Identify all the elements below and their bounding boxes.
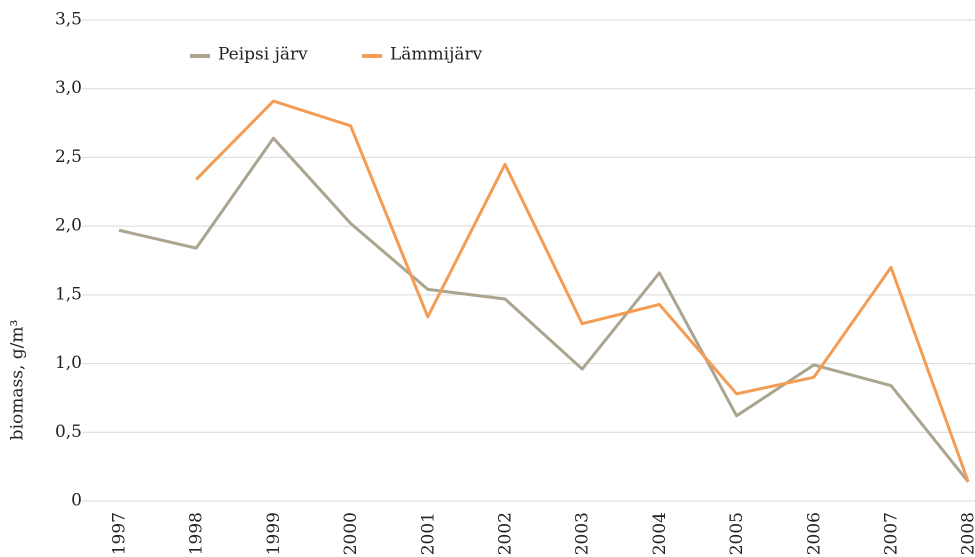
x-tick-label: 2001 <box>418 512 438 555</box>
y-tick-label: 0 <box>71 491 82 511</box>
x-tick-label: 2005 <box>727 512 747 555</box>
x-tick-label: 2003 <box>573 512 593 555</box>
x-tick-label: 1999 <box>264 512 284 555</box>
legend-label: Peipsi järv <box>218 45 308 65</box>
y-tick-label: 1,5 <box>55 284 82 304</box>
y-tick-label: 3,5 <box>55 10 82 30</box>
x-tick-label: 2000 <box>341 512 361 555</box>
x-tick-label: 1998 <box>187 512 207 555</box>
x-tick-label: 2004 <box>650 512 670 555</box>
series-line <box>118 136 970 483</box>
x-tick-label: 2007 <box>882 512 902 555</box>
x-tick-label: 1997 <box>110 512 130 555</box>
y-tick-label: 1,0 <box>55 353 82 373</box>
y-tick-label: 2,5 <box>55 147 82 167</box>
y-tick-label: 3,0 <box>55 78 82 98</box>
series-line <box>195 99 970 483</box>
y-tick-label: 0,5 <box>55 422 82 442</box>
x-tick-label: 2002 <box>496 512 516 555</box>
legend-label: Lämmijärv <box>390 45 483 65</box>
y-axis-label: biomass, g/m³ <box>8 320 28 441</box>
y-tick-label: 2,0 <box>55 216 82 236</box>
x-tick-label: 2006 <box>804 512 824 555</box>
x-tick-label: 2008 <box>959 512 975 555</box>
